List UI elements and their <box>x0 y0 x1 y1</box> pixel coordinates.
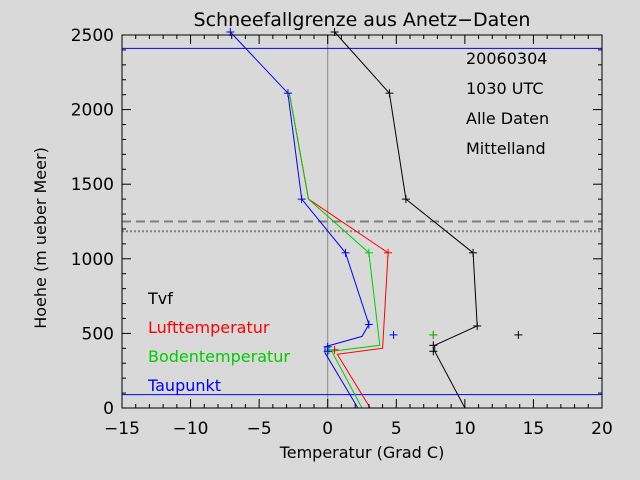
marker-taupunkt-2 <box>364 320 373 329</box>
series-line-tvf <box>334 31 478 409</box>
info-time: 1030 UTC <box>466 79 544 98</box>
series-line-bodentemperatur <box>288 93 381 409</box>
marker-tvf-2 <box>473 321 482 330</box>
y-tick-label: 2500 <box>71 26 114 46</box>
marker-taupunkt-4 <box>297 195 306 204</box>
marker-tvf-4 <box>401 195 410 204</box>
y-axis-label: Hoehe (m ueber Meer) <box>31 147 50 329</box>
marker-bodentemperatur-1 <box>364 248 373 257</box>
x-tick-label: −15 <box>104 419 140 439</box>
chart-title: Schneefallgrenze aus Anetz−Daten <box>194 9 531 31</box>
y-tick-label: 1500 <box>71 175 114 195</box>
x-axis-label: Temperatur (Grad C) <box>279 443 445 462</box>
marker-taupunkt-5 <box>283 89 292 98</box>
marker-tvf-3 <box>469 248 478 257</box>
x-tick-label: 20 <box>591 419 613 439</box>
x-tick-label: 5 <box>391 419 402 439</box>
legend: Tvf Lufttemperatur Bodentemperatur Taupu… <box>147 289 290 395</box>
x-tick-label: 15 <box>523 419 545 439</box>
legend-bodentemperatur: Bodentemperatur <box>148 347 290 366</box>
point-tvf-0 <box>514 330 523 339</box>
y-tick-label: 2000 <box>71 101 114 121</box>
x-tick-label: 0 <box>322 419 333 439</box>
plot-frame <box>121 34 603 409</box>
info-region: Mittelland <box>466 139 546 158</box>
y-tick-label: 0 <box>103 399 114 419</box>
marker-tvf-5 <box>385 89 394 98</box>
legend-taupunkt: Taupunkt <box>147 376 221 395</box>
point-bodentemperatur-0 <box>429 330 438 339</box>
info-dataset: Alle Daten <box>466 109 549 128</box>
series-line-lufttemperatur <box>288 93 389 409</box>
marker-tvf-1 <box>429 341 438 350</box>
x-tick-label: −5 <box>247 419 272 439</box>
marker-taupunkt-1 <box>323 342 332 351</box>
marker-lufttemperatur-1 <box>384 248 393 257</box>
marker-taupunkt-3 <box>341 248 350 257</box>
info-box: 20060304 1030 UTC Alle Daten Mittelland <box>466 49 549 158</box>
point-taupunkt-0 <box>389 330 398 339</box>
x-ticks: −15 −10 −5 0 5 10 15 20 <box>104 35 613 439</box>
y-tick-label: 1000 <box>71 250 114 270</box>
y-ticks: 0 500 1000 1500 2000 2500 <box>71 26 602 419</box>
legend-tvf: Tvf <box>147 289 173 308</box>
legend-lufttemperatur: Lufttemperatur <box>148 318 270 337</box>
series-lines <box>229 31 478 409</box>
y-tick-label: 500 <box>82 324 114 344</box>
x-tick-label: 10 <box>454 419 476 439</box>
x-tick-label: −10 <box>173 419 209 439</box>
info-date: 20060304 <box>466 49 547 68</box>
